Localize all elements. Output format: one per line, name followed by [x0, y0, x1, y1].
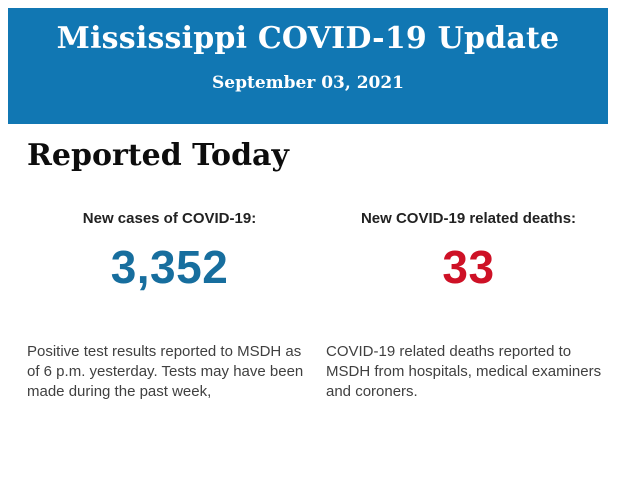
- new-deaths-description: COVID-19 related deaths reported to MSDH…: [326, 343, 602, 401]
- report-date: September 03, 2021: [211, 73, 405, 93]
- page-title: Mississippi COVID-19 Update: [56, 21, 560, 56]
- header-banner: Mississippi COVID-19 Update September 03…: [8, 8, 608, 124]
- new-deaths-label: New COVID-19 related deaths:: [360, 209, 577, 227]
- new-deaths-value: 33: [442, 240, 495, 293]
- stat-new-cases: New cases of COVID-19: 3,352 Positive te…: [27, 209, 312, 403]
- stat-new-deaths: New COVID-19 related deaths: 33 COVID-19…: [326, 209, 611, 403]
- new-cases-value: 3,352: [110, 240, 229, 293]
- section-title: Reported Today: [27, 138, 289, 173]
- stats-grid: New cases of COVID-19: 3,352 Positive te…: [27, 209, 620, 403]
- new-cases-description: Positive test results reported to MSDH a…: [27, 343, 304, 401]
- main-content: Reported Today New cases of COVID-19: 3,…: [0, 124, 620, 402]
- new-cases-label: New cases of COVID-19:: [82, 209, 257, 227]
